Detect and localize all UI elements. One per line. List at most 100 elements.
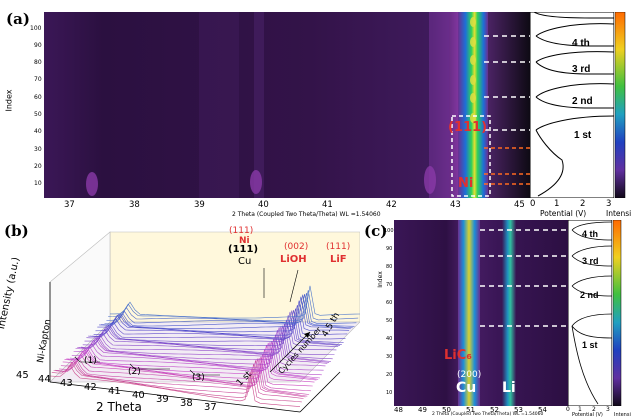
panel-a-colorbar-label: Intensi [606, 209, 632, 218]
panel-c-cycle-4th: 4 th [582, 229, 599, 239]
waterfall-trace [49, 364, 301, 407]
waterfall-trace [89, 311, 341, 346]
y-tick: 20 [34, 163, 42, 170]
waterfall-trace [57, 358, 308, 397]
panel-b-region-3: (3) [192, 373, 205, 383]
y-tick: 50 [34, 111, 42, 118]
panel-c-cycle-2nd: 2 nd [580, 290, 599, 300]
panel-a-y-label: Index [4, 89, 14, 112]
waterfall-trace [82, 325, 333, 360]
panel-c-potential-label: Potential (V) [572, 412, 603, 418]
panel-c-heatmap [394, 220, 568, 406]
x-tick: 40 [132, 390, 145, 401]
waterfall-trace [102, 294, 353, 329]
x-tick: 42 [84, 382, 97, 393]
y-tick: 10 [386, 390, 393, 396]
waterfall-trace [91, 310, 342, 345]
panel-a-colorbar [614, 12, 626, 198]
y-tick: 10 [34, 180, 42, 187]
panel-b-ni-peak: (111) [229, 226, 254, 236]
potential-tick: 2 [580, 199, 586, 209]
panel-c-cycle-1st: 1 st [582, 340, 598, 350]
panel-a-cycle-4th: 4 th [572, 38, 590, 49]
waterfall-trace [73, 338, 324, 371]
panel-c-y-label: Index [376, 271, 384, 288]
waterfall-trace [53, 360, 304, 399]
panel-b-region-1: (1) [84, 356, 97, 366]
panel-a-x-label: 2 Theta (Coupled Two Theta/Theta) WL =1.… [232, 211, 381, 218]
panel-c-potential-plot [568, 220, 612, 406]
waterfall-trace [104, 294, 355, 327]
potential-tick: 3 [606, 199, 612, 209]
panel-b-lioh: LiOH [280, 254, 307, 265]
panel-b-lif: LiF [330, 254, 347, 265]
y-tick: 20 [386, 372, 393, 378]
panel-c-cu: Cu [456, 380, 477, 396]
x-tick: 37 [64, 200, 75, 210]
y-tick: 80 [386, 264, 393, 270]
potential-tick: 0 [530, 199, 536, 209]
x-tick: 41 [108, 386, 121, 397]
waterfall-trace [84, 323, 335, 355]
x-tick: 41 [322, 200, 333, 210]
panel-a-cycle-1st: 1 st [574, 130, 592, 141]
panel-b-cu-peak: (111) [228, 244, 259, 255]
x-tick: 37 [204, 402, 217, 413]
waterfall-trace [79, 327, 330, 363]
y-tick: 90 [386, 246, 393, 252]
panel-c-colorbar [612, 220, 622, 406]
panel-b-label: (b) [4, 222, 29, 240]
y-tick: 30 [34, 146, 42, 153]
y-tick: 40 [386, 336, 393, 342]
panel-c-lic6: LiC₆ [444, 348, 472, 363]
potential-tick: 0 [566, 406, 570, 413]
panel-a-peak-annotation: (111) [448, 120, 488, 135]
x-tick: 40 [258, 200, 269, 210]
y-tick: 80 [34, 59, 42, 66]
x-tick: 43 [450, 200, 461, 210]
panel-b-lif-peak: (111) [326, 242, 351, 252]
x-tick: 45 [16, 370, 29, 381]
x-tick: 49 [418, 406, 427, 414]
panel-c-colorbar-label: Intensi [614, 412, 631, 418]
potential-tick: 1 [578, 406, 582, 413]
panel-a-ni-annotation: Ni [458, 176, 474, 191]
waterfall-trace [62, 350, 313, 387]
x-tick: 54 [538, 406, 547, 414]
x-tick: 42 [386, 200, 397, 210]
panel-a-cycle-3rd: 3 rd [572, 64, 591, 75]
x-tick: 51 [466, 406, 475, 414]
panel-b-cu: Cu [238, 256, 252, 267]
y-tick: 60 [386, 300, 393, 306]
x-tick: 43 [60, 378, 73, 389]
panel-a-label: (a) [6, 10, 30, 28]
panel-b-ni: Ni [239, 236, 250, 246]
waterfall-trace [86, 319, 337, 351]
x-tick: 39 [156, 394, 169, 405]
y-tick: 50 [386, 318, 393, 324]
panel-b-waterfall [49, 231, 360, 413]
panel-a-heatmap [44, 12, 530, 198]
waterfall-trace [69, 342, 321, 379]
waterfall-trace [55, 360, 306, 398]
x-tick: 44 [38, 374, 51, 385]
waterfall-trace [100, 296, 351, 329]
y-tick: 60 [34, 94, 42, 101]
panel-a-cycle-2nd: 2 nd [572, 96, 593, 107]
waterfall-trace [110, 285, 360, 319]
waterfall-trace [108, 290, 359, 321]
waterfall-trace [106, 293, 357, 324]
waterfall-trace [80, 326, 331, 362]
x-tick: 50 [442, 406, 451, 414]
waterfall-trace [59, 357, 310, 395]
x-tick: 38 [180, 398, 193, 409]
y-tick: 70 [34, 76, 42, 83]
panel-a-potential-plot [530, 12, 614, 198]
potential-tick: 1 [554, 199, 560, 209]
waterfall-trace [60, 354, 311, 392]
x-tick: 39 [194, 200, 205, 210]
waterfall-trace [88, 315, 339, 347]
x-tick: 38 [129, 200, 140, 210]
waterfall-trace [71, 341, 322, 376]
y-tick: 90 [34, 42, 42, 49]
